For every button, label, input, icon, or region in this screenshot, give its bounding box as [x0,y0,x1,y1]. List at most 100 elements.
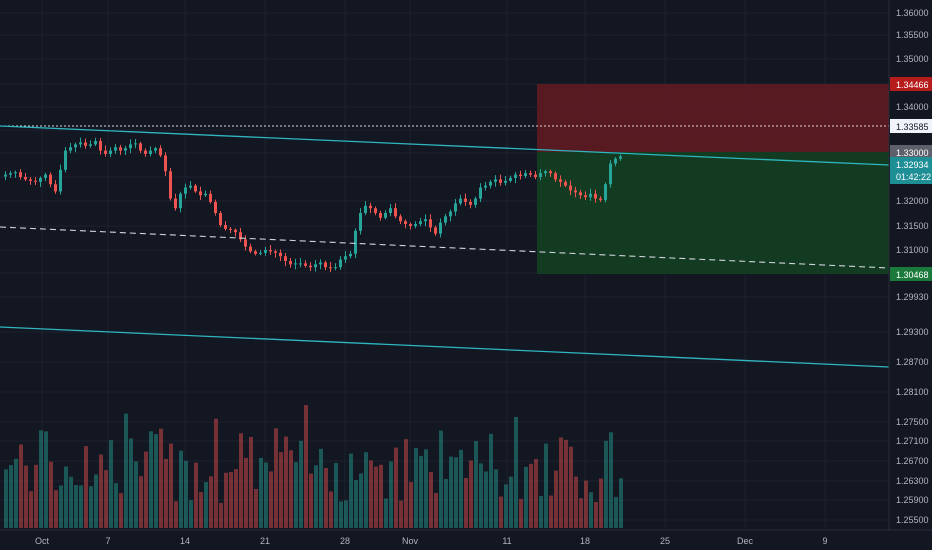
volume-bar [519,499,523,528]
candle-body [394,208,397,217]
price-tick-label: 1.31000 [896,245,929,255]
volume-bar [34,464,38,528]
volume-bar [604,440,608,528]
candle-body [284,256,287,261]
take-profit-zone[interactable] [537,152,889,274]
volume-bar [579,498,583,528]
price-tick-label: 1.27500 [896,417,929,427]
candle-body [494,179,497,182]
candle-body [14,172,17,174]
candle-body [479,187,482,199]
candle-body [554,173,557,180]
volume-bars [4,405,623,528]
volume-bar [174,501,178,528]
stop-loss-price-text: 1.34466 [896,80,929,90]
stop-loss-zone[interactable] [537,84,889,152]
volume-bar [249,436,253,528]
candle-body [444,216,447,223]
volume-bar [609,432,613,528]
candle-body [589,193,592,198]
volume-bar [184,460,188,528]
candle-body [604,184,607,201]
volume-bar [209,476,213,528]
candle-body [364,205,367,213]
volume-bar [359,473,363,528]
price-tick-label: 1.29300 [896,327,929,337]
volume-bar [399,500,403,528]
candle-body [44,174,47,178]
time-tick-label: Dec [737,536,754,546]
volume-bar [459,449,463,528]
candle-body [499,179,502,183]
time-tick-label: 25 [660,536,670,546]
candle-body [434,227,437,234]
candle-body [169,171,172,199]
candle-body [29,179,32,181]
price-tick-label: 1.31500 [896,221,929,231]
volume-bar [309,473,313,528]
upper-trendline[interactable] [0,125,890,166]
volume-bar [554,470,558,528]
candle-body [209,193,212,202]
candle-body [594,193,597,199]
candle-body [399,216,402,222]
candle-body [349,253,352,257]
candle-body [599,198,602,201]
volume-bar [9,465,13,528]
volume-bar [59,485,63,528]
volume-bar [429,472,433,528]
volume-bar [289,450,293,528]
volume-bar [244,457,248,528]
candle-body [449,211,452,217]
candle-body [64,150,67,170]
entry-price-text: 1.33585 [896,122,929,132]
volume-bar [464,477,468,528]
candle-body [439,222,442,234]
candle-body [309,265,312,268]
volume-bar [189,500,193,528]
volume-bar [54,490,58,528]
volume-bar [389,461,393,528]
volume-bar [259,457,263,528]
candle-body [214,201,217,213]
volume-bar [334,462,338,528]
volume-bar [24,465,28,528]
candle-body [409,224,412,226]
volume-bar [79,485,83,528]
volume-bar [404,439,408,528]
level-tag: 1.33000 [890,145,932,159]
stop-loss-price-tag: 1.34466 [890,77,932,91]
volume-bar [374,466,378,528]
volume-bar [349,453,353,528]
candle-body [54,184,57,192]
volume-bar [564,439,568,528]
time-tick-label: 9 [822,536,827,546]
candle-body [269,249,272,252]
price-tick-label: 1.32000 [896,196,929,206]
price-tick-label: 1.25500 [896,515,929,525]
candle-body [49,174,52,185]
volume-bar [529,463,533,528]
volume-bar [134,461,138,528]
volume-bar [224,472,228,528]
candle-body [524,173,527,177]
volume-bar [274,428,278,528]
time-tick-label: 18 [580,536,590,546]
volume-bar [439,430,443,528]
volume-bar [94,474,98,528]
volume-bar [139,476,143,528]
candle-body [139,143,142,151]
volume-bar [149,431,153,528]
candle-body [154,148,157,151]
candle-body [419,221,422,225]
volume-bar [559,437,563,528]
middle-dashed-trendline[interactable] [0,226,890,269]
volume-bar [344,500,348,528]
lower-trendline[interactable] [0,326,890,368]
candle-body [424,219,427,222]
time-tick-label: 7 [105,536,110,546]
volume-bar [294,462,298,528]
entry-price-tag: 1.33585 [890,119,932,133]
time-axis[interactable] [0,530,932,550]
